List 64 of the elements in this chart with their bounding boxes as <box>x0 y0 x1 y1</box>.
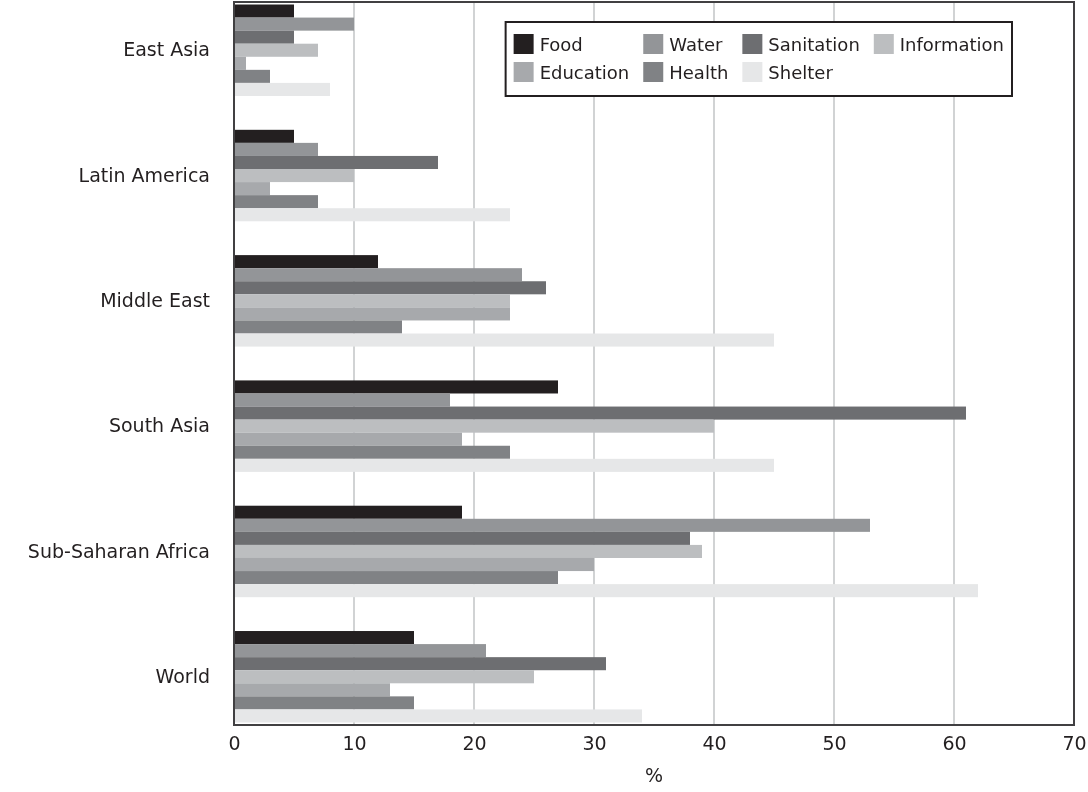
x-tick-label: 40 <box>702 732 727 755</box>
bar <box>234 557 594 572</box>
bar <box>234 155 438 170</box>
bar <box>234 4 294 18</box>
bar <box>234 432 462 446</box>
bar <box>234 294 510 308</box>
legend-label: Water <box>669 34 724 55</box>
x-tick-label: 30 <box>582 732 607 755</box>
y-tick-label: Latin America <box>78 163 210 186</box>
y-tick-label: World <box>155 664 210 687</box>
bar <box>234 56 246 70</box>
bar <box>234 458 774 472</box>
bar <box>234 584 978 598</box>
bar <box>234 281 546 295</box>
bar <box>234 631 414 645</box>
bar <box>234 195 318 209</box>
bar <box>234 380 558 394</box>
y-tick-label: South Asia <box>108 414 210 437</box>
bar <box>234 445 510 459</box>
bar <box>234 709 642 723</box>
legend-label: Information <box>899 34 1004 55</box>
legend-label: Food <box>539 34 583 55</box>
bar <box>234 69 270 83</box>
y-tick-label: East Asia <box>123 38 210 61</box>
y-tick-label: Middle East <box>100 288 210 311</box>
bar <box>234 683 390 697</box>
x-tick-label: 50 <box>822 732 847 755</box>
bar <box>234 670 534 684</box>
legend-label: Shelter <box>768 62 834 83</box>
y-tick-label: Sub-Saharan Africa <box>27 539 210 562</box>
bar <box>234 169 354 183</box>
bar <box>234 419 714 433</box>
legend-label: Health <box>669 62 729 83</box>
bar <box>234 268 522 282</box>
bar <box>234 182 270 196</box>
x-axis-title: % <box>644 764 664 786</box>
bar <box>234 208 510 222</box>
legend-label: Sanitation <box>768 34 860 55</box>
bar <box>234 320 402 334</box>
legend-label: Education <box>539 62 630 83</box>
bar <box>234 531 690 545</box>
x-tick-label: 60 <box>942 732 967 755</box>
bar <box>234 518 870 532</box>
x-tick-label: 10 <box>342 732 367 755</box>
bar <box>234 82 330 96</box>
x-tick-label: 20 <box>462 732 487 755</box>
bar <box>234 17 354 31</box>
bar <box>234 30 294 44</box>
bar <box>234 696 414 710</box>
bar <box>234 406 966 420</box>
x-tick-label: 70 <box>1062 732 1087 755</box>
bar <box>234 307 510 321</box>
bar <box>234 333 774 347</box>
bar <box>234 129 294 143</box>
bar <box>234 393 450 407</box>
bar <box>234 505 462 519</box>
bar <box>234 142 318 156</box>
bar <box>234 255 378 269</box>
bar <box>234 544 702 558</box>
bar <box>234 657 606 671</box>
bar <box>234 571 558 585</box>
bar <box>234 644 486 658</box>
x-tick-label: 0 <box>228 732 241 755</box>
bar <box>234 43 318 57</box>
